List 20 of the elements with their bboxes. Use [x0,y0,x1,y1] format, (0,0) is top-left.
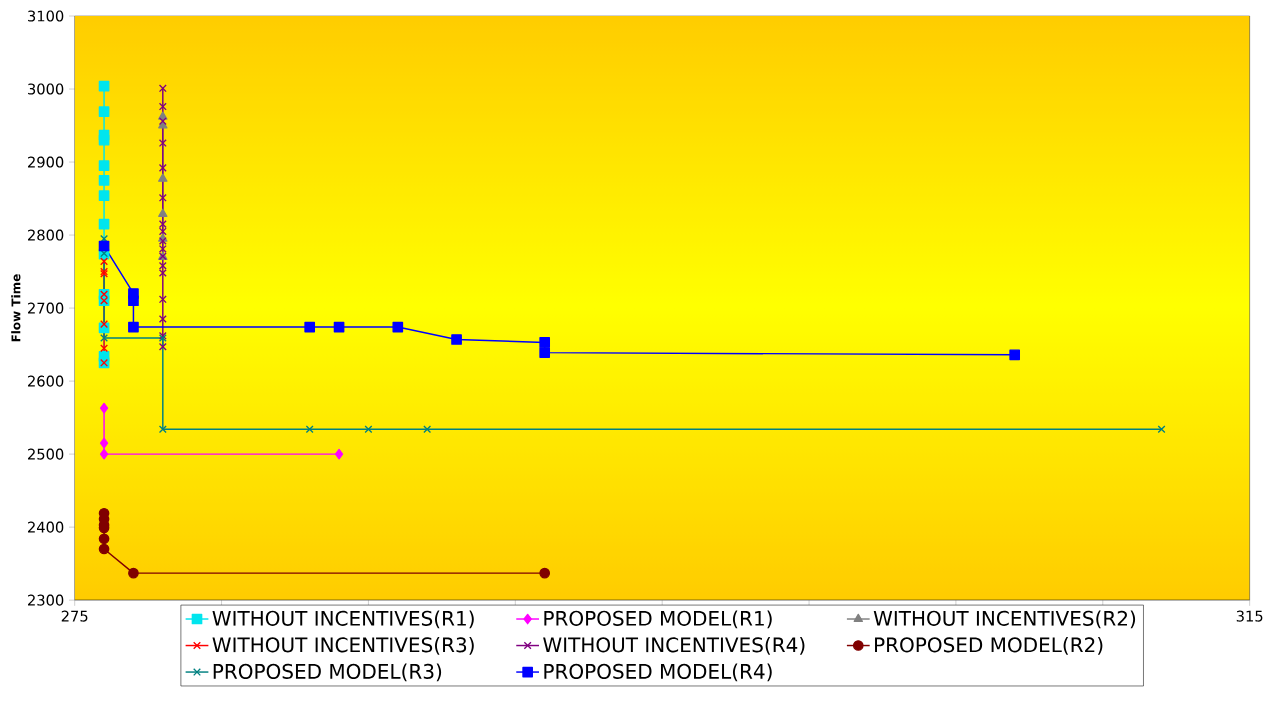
legend-label: WITHOUT INCENTIVES(R1) [212,610,474,629]
legend-label: WITHOUT INCENTIVES(R4) [543,637,805,655]
y-tick-label: 3100 [28,10,64,22]
legend-label: WITHOUT INCENTIVES(R3) [212,637,474,655]
y-tick-label: 2600 [28,375,64,387]
legend-label: PROPOSED MODEL(R2) [875,637,1103,655]
y-tick-label: 2800 [28,229,64,241]
y-tick-label: 2700 [28,302,64,314]
y-tick-label: 2400 [28,521,64,533]
legend-label: WITHOUT INCENTIVES(R2) [873,610,1136,629]
y-tick-label: 2300 [28,594,64,606]
y-axis-title: Flow Time [11,274,21,342]
x-tick-label: 315 [1236,610,1263,622]
legend-label: PROPOSED MODEL(R4) [544,663,772,682]
legend-label: PROPOSED MODEL(R3) [213,663,442,682]
x-tick-label: 275 [61,610,88,622]
y-tick-label: 2500 [28,448,64,460]
y-tick-label: 3000 [28,83,64,95]
legend-label: PROPOSED MODEL(R1) [544,610,772,629]
y-tick-label: 2900 [28,156,64,168]
